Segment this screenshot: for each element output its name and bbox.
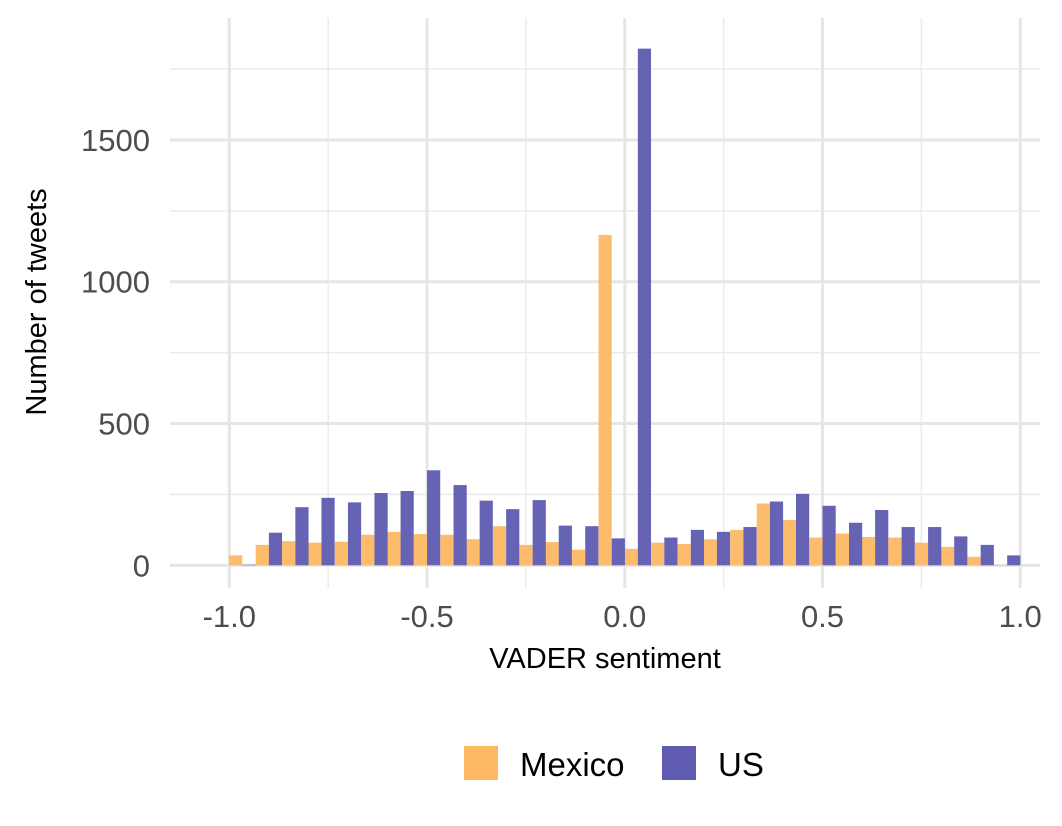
bar-mexico [413,534,428,566]
bar-us [743,527,757,566]
bar-mexico [861,536,876,566]
x-tick-label: 1.0 [999,599,1042,634]
y-tick-label: 1000 [81,265,150,300]
bar-us [427,470,441,566]
y-tick-label: 500 [98,407,150,442]
bar-mexico [703,539,717,566]
bar-mexico [598,234,612,566]
bar-us [848,522,863,566]
bar-us [928,527,942,566]
y-axis-title: Number of tweets [21,188,53,415]
y-tick-label: 1500 [81,123,150,158]
bar-mexico [756,503,770,566]
bar-us [295,507,309,566]
bar-us [506,509,520,566]
bar-us [611,538,625,566]
bar-us [796,493,810,566]
bar-mexico [519,544,533,566]
bar-mexico [914,542,929,566]
bar-mexico [308,542,322,566]
bar-mexico [993,565,1008,566]
legend-label-us: US [718,746,764,783]
x-tick-label: -0.5 [400,599,453,634]
y-axis-ticks: 0 500 1000 1500 [81,123,150,583]
bar-us [1007,555,1021,566]
bars [229,48,1021,566]
bar-us [954,536,968,566]
legend-swatch-mexico [464,746,498,780]
x-axis-title: VADER sentiment [489,643,721,675]
bar-us [321,497,335,566]
bar-mexico [888,537,902,566]
bar-us [558,525,572,566]
x-tick-label: -1.0 [203,599,256,634]
bar-us [822,505,836,566]
bar-us [453,485,467,566]
bar-us [664,537,678,566]
bar-mexico [492,526,507,566]
bar-us [980,544,994,566]
legend-swatch-us [662,746,696,780]
bar-mexico [255,544,269,566]
x-tick-label: 0.0 [603,599,646,634]
bar-mexico [782,519,797,566]
bar-mexico [545,542,559,566]
bar-mexico [334,541,348,566]
bar-mexico [940,546,955,566]
bar-mexico [572,549,586,566]
bar-us [637,48,652,566]
bar-us [690,529,705,566]
bar-us [769,501,784,566]
bar-us [268,532,283,566]
bar-mexico [809,537,823,566]
bar-us [242,564,256,566]
bar-mexico [835,533,849,566]
bar-mexico [730,529,744,566]
bar-us [400,491,414,566]
bar-us [374,493,388,566]
bar-us [716,531,731,566]
bar-mexico [229,555,243,566]
legend-label-mexico: Mexico [520,746,625,783]
bar-mexico [387,531,401,566]
bar-mexico [361,534,375,566]
bar-us [901,527,915,566]
bar-mexico [677,544,691,566]
bar-us [875,510,889,566]
bar-us [532,500,546,566]
bar-mexico [440,534,454,566]
bar-us [479,500,493,566]
bar-mexico [466,539,480,566]
x-tick-label: 0.5 [801,599,844,634]
y-tick-label: 0 [133,548,150,583]
bar-mexico [651,542,665,566]
bar-mexico [282,541,296,566]
bar-mexico [967,556,981,566]
bar-mexico [624,548,638,566]
bar-us [585,526,599,566]
bar-us [347,502,362,566]
legend: Mexico US [464,746,764,783]
x-axis-ticks: -1.0 -0.5 0.0 0.5 1.0 [203,599,1042,634]
